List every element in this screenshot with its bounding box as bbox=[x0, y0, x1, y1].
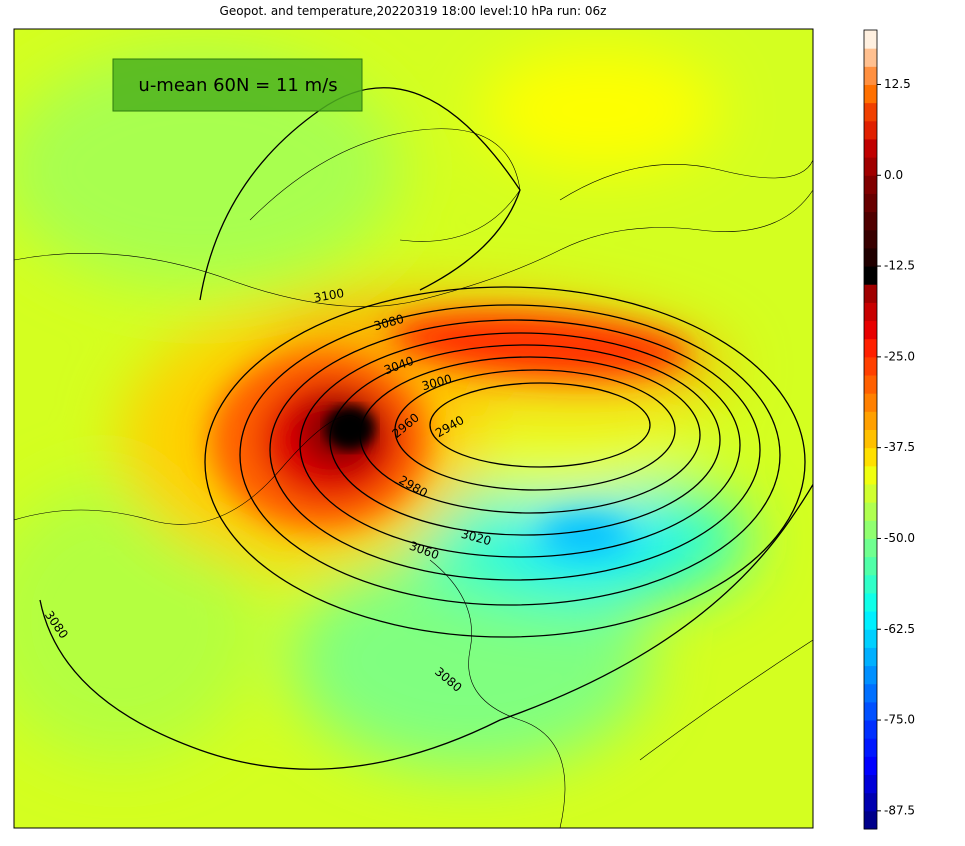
colorbar-band bbox=[864, 738, 877, 757]
colorbar-band bbox=[864, 665, 877, 685]
colorbar-tick-label: -62.5 bbox=[884, 622, 915, 636]
colorbar-tick-label: -37.5 bbox=[884, 440, 915, 454]
colorbar-band bbox=[864, 320, 877, 340]
colorbar-band bbox=[864, 538, 877, 558]
colorbar-band bbox=[864, 720, 877, 739]
colorbar-band bbox=[864, 447, 877, 467]
colorbar-band bbox=[864, 157, 877, 176]
colorbar-band bbox=[864, 30, 877, 49]
colorbar-band bbox=[864, 701, 877, 721]
colorbar-band bbox=[864, 756, 877, 776]
map bbox=[14, 29, 813, 828]
colorbar-tick-label: -25.0 bbox=[884, 349, 915, 363]
colorbar-band bbox=[864, 338, 877, 358]
coastlines bbox=[14, 128, 813, 828]
colorbar-band bbox=[864, 556, 877, 576]
colorbar-band bbox=[864, 411, 877, 430]
colorbar-band bbox=[864, 356, 877, 376]
title: Geopot. and temperature,20220319 18:00 l… bbox=[220, 4, 607, 18]
colorbar-band bbox=[864, 502, 877, 521]
colorbar-tick-label: -12.5 bbox=[884, 259, 915, 273]
colorbar-band bbox=[864, 120, 877, 140]
colorbar-band bbox=[864, 429, 877, 449]
colorbar-band bbox=[864, 375, 877, 394]
colorbar-band bbox=[864, 229, 877, 249]
colorbar-band bbox=[864, 774, 877, 794]
colorbar-tick-label: -75.0 bbox=[884, 713, 915, 727]
colorbar-band bbox=[864, 611, 877, 630]
colorbar-band bbox=[864, 84, 877, 104]
colorbar-band bbox=[864, 211, 877, 231]
colorbar-band bbox=[864, 647, 877, 667]
colorbar-band bbox=[864, 284, 877, 303]
colorbar-band bbox=[864, 302, 877, 322]
geopotential-contours bbox=[39, 87, 813, 770]
colorbar-band bbox=[864, 792, 877, 812]
colorbar-band bbox=[864, 66, 877, 85]
colorbar-band bbox=[864, 483, 877, 503]
cold-core bbox=[325, 406, 375, 450]
colorbar-band bbox=[864, 102, 877, 122]
annotation-box bbox=[112, 58, 363, 112]
colorbar-band bbox=[864, 465, 877, 485]
colorbar-band bbox=[864, 810, 877, 830]
colorbar-tick-label: -50.0 bbox=[884, 531, 915, 545]
colorbar-band bbox=[864, 48, 877, 67]
map-frame bbox=[13, 28, 814, 829]
colorbar-band bbox=[864, 247, 877, 267]
contour-label: 3100 bbox=[313, 286, 346, 305]
annotation: u-mean 60N = 11 m/s bbox=[138, 75, 337, 96]
colorbar-band bbox=[864, 574, 877, 594]
colorbar: 12.5 0.0 -12.5 -25.0 -37.5 -50.0 -62.5 -75.0 -87… bbox=[863, 29, 915, 830]
colorbar-tick-label: -87.5 bbox=[884, 803, 915, 817]
colorbar-band bbox=[864, 193, 877, 213]
colorbar-band bbox=[864, 683, 877, 703]
colorbar-tick-label: 0.0 bbox=[884, 168, 903, 182]
colorbar-band bbox=[864, 138, 877, 158]
colorbar-frame bbox=[863, 29, 878, 830]
colorbar-tick-label: 12.5 bbox=[884, 77, 911, 91]
colorbar-band bbox=[864, 266, 877, 285]
colorbar-band bbox=[864, 592, 877, 612]
colorbar-band bbox=[864, 393, 877, 412]
colorbar-band bbox=[864, 175, 877, 194]
colorbar-band bbox=[864, 520, 877, 539]
colorbar-band bbox=[864, 629, 877, 648]
